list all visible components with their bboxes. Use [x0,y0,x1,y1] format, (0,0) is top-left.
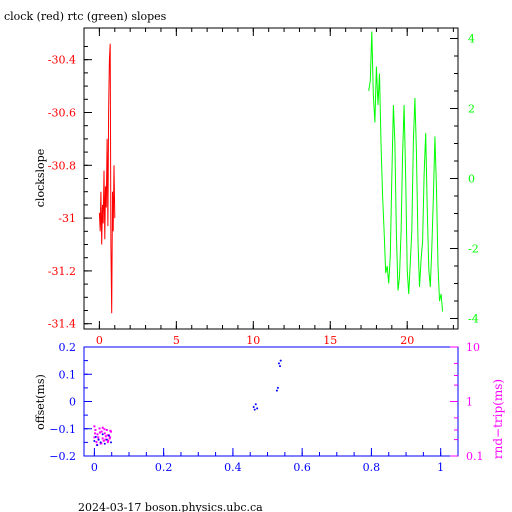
bottom-x-tick-label: 0.4 [224,461,242,474]
rnd-trip-point [104,435,107,438]
top-x-axis: 0 5 10 15 20 [96,28,454,347]
rnd-trip-point [103,428,106,431]
rnd-trip-point [98,427,101,430]
footer-text: 2024-03-17 boson.physics.ubc.ca [78,501,263,512]
top-y-tick-label: -31.2 [48,265,76,278]
bottom-series-group [93,359,282,447]
top-y-tick-label: -31.4 [48,318,76,331]
offset-point [253,408,256,411]
rnd-trip-point [93,436,96,439]
rnd-trip-point [101,426,104,429]
bottom-y2-tick-label: 10 [466,341,480,354]
offset-point [110,441,113,444]
top-y2-tick-label: 4 [468,33,475,46]
offset-point [103,442,106,445]
top-y2-tick-label: -4 [468,313,479,326]
rnd-trip-point [109,429,112,432]
offset-point [256,407,259,410]
bottom-y2-tick-label: 1 [466,396,473,409]
top-series-group [98,31,444,314]
offset-point [279,359,282,362]
top-right-y-axis: 4 2 0 -2 -4 [450,33,479,326]
rnd-trip-point [101,437,104,440]
offset-point [99,441,102,444]
bottom-y-axis-label: offset(ms) [34,374,47,430]
bottom-x-tick-label: 0.2 [155,461,173,474]
rnd-trip-point [97,436,100,439]
rnd-trip-point [93,425,96,428]
bottom-right-y-axis: 10 1 0.1 [450,341,484,463]
offset-point [105,438,108,441]
top-x-tick-label: 15 [323,334,337,347]
top-y-tick-label: -30.6 [48,106,76,119]
top-y-axis-label: clockslope [34,149,47,207]
offset-point [252,405,255,408]
bottom-y-axis: 0.2 0.1 0 −0.1 −0.2 [49,341,92,463]
rnd-trip-point [105,428,108,431]
rnd-trip-point [107,439,110,442]
rnd-trip-point [108,436,111,439]
offset-point [96,444,99,447]
rnd-trip-point [98,431,101,434]
bottom-x-tick-label: 0 [91,461,98,474]
bottom-x-tick-label: 1 [437,461,444,474]
bottom-x-axis: 0 0.2 0.4 0.6 0.8 1 [91,448,444,474]
offset-point [97,438,100,441]
top-y-tick-label: -30.8 [48,159,76,172]
rnd-trip-point [100,430,103,433]
rnd-trip-point [106,441,109,444]
bottom-y-tick-label: 0 [69,396,76,409]
offset-point [93,440,96,443]
rnd-trip-point [106,434,109,437]
top-x-tick-label: 0 [96,334,103,347]
top-y2-tick-label: -2 [468,243,479,256]
bottom-right-y-axis-label: rnd−trip(ms) [491,379,505,459]
chart-title: clock (red) rtc (green) slopes [4,10,167,23]
bottom-x-tick-label: 0.6 [293,461,311,474]
top-y-axis: -30.4 -30.6 -30.8 -31 -31.2 -31.4 [48,45,92,331]
rnd-trip-point [94,428,97,431]
top-x-tick-label: 5 [173,334,180,347]
rtc-series-line [368,31,444,312]
offset-point [279,365,282,368]
top-x-tick-label: 10 [246,334,260,347]
rnd-trip-point [103,432,106,435]
top-x-tick-label: 20 [400,334,414,347]
offset-point [277,362,280,365]
top-y-tick-label: -30.4 [48,54,76,67]
bottom-y-tick-label: 0.2 [59,341,77,354]
rnd-trip-point [104,438,107,441]
offset-point [276,386,279,389]
rnd-trip-point [95,441,98,444]
offset-point [254,403,257,406]
rnd-trip-point [100,442,103,445]
bottom-y-tick-label: −0.1 [49,423,76,436]
top-y2-tick-label: 0 [468,173,475,186]
offset-point [275,389,278,392]
offset-point [107,434,110,437]
bottom-y-tick-label: −0.2 [49,450,76,463]
bottom-x-tick-label: 0.8 [363,461,381,474]
bottom-y2-tick-label: 0.1 [466,450,484,463]
top-y-tick-label: -31 [58,212,76,225]
rnd-trip-point [108,437,111,440]
bottom-y-tick-label: 0.1 [59,368,77,381]
top-y2-tick-label: 2 [468,103,475,116]
offset-point [94,435,97,438]
bottom-panel: 0.2 0.1 0 −0.1 −0.2 10 1 0.1 0 0.2 0.4 0.6 0.8 1 of… [34,341,505,474]
clock-series-line [98,43,116,314]
offset-point [101,433,104,436]
rnd-trip-point [94,432,97,435]
rnd-trip-point [96,433,99,436]
rnd-trip-point [102,439,105,442]
bottom-plot-frame [83,346,459,457]
